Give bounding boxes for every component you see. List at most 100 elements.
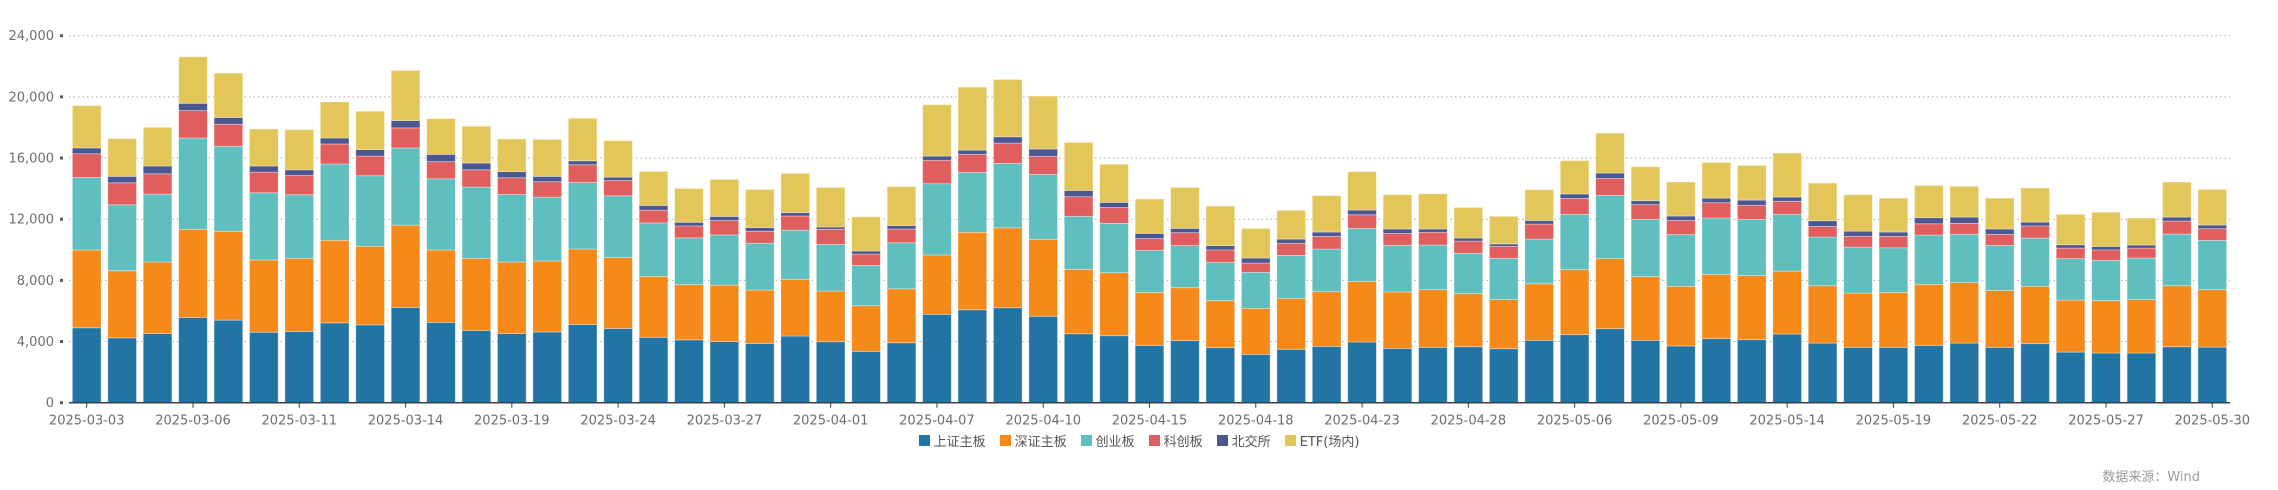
bar-stack[interactable] (1489, 215, 1519, 404)
bar-segment-4[interactable] (1382, 228, 1413, 234)
bar-segment-0[interactable] (957, 309, 988, 404)
bar-segment-0[interactable] (1276, 348, 1306, 404)
bar-segment-1[interactable] (1595, 258, 1625, 330)
bar-segment-4[interactable] (1701, 197, 1732, 204)
bar-segment-4[interactable] (284, 169, 315, 176)
bar-segment-4[interactable] (390, 120, 421, 129)
bar-segment-0[interactable] (1170, 340, 1200, 404)
bar-segment-0[interactable] (1382, 348, 1413, 404)
bar-stack[interactable] (1701, 162, 1732, 404)
bar-segment-2[interactable] (1736, 218, 1767, 277)
bar-segment-4[interactable] (674, 221, 704, 227)
bar-segment-0[interactable] (249, 331, 279, 404)
bar-segment-3[interactable] (1666, 220, 1696, 236)
bar-segment-5[interactable] (1524, 189, 1554, 221)
bar-segment-3[interactable] (355, 155, 385, 177)
bar-segment-5[interactable] (1382, 194, 1413, 230)
bar-segment-5[interactable] (1701, 162, 1732, 199)
bar-segment-5[interactable] (284, 129, 315, 171)
bar-segment-0[interactable] (2126, 352, 2157, 404)
bar-segment-4[interactable] (1878, 231, 1909, 237)
bar-stack[interactable] (603, 140, 633, 404)
bar-segment-5[interactable] (780, 172, 810, 214)
bar-segment-0[interactable] (1311, 346, 1342, 404)
bar-segment-0[interactable] (674, 339, 704, 404)
bar-segment-5[interactable] (815, 186, 846, 228)
bar-segment-5[interactable] (1736, 164, 1767, 201)
bar-segment-0[interactable] (1205, 347, 1236, 404)
bar-segment-0[interactable] (1453, 346, 1484, 404)
bar-segment-1[interactable] (426, 249, 456, 323)
bar-segment-4[interactable] (1063, 190, 1094, 198)
bar-segment-3[interactable] (2126, 247, 2157, 259)
bar-segment-1[interactable] (1418, 289, 1448, 348)
bar-segment-1[interactable] (1772, 270, 1802, 335)
bar-segment-4[interactable] (2162, 216, 2192, 222)
bar-segment-3[interactable] (1984, 233, 2015, 246)
bar-segment-4[interactable] (1595, 172, 1625, 179)
bar-stack[interactable] (1949, 185, 1980, 404)
bar-segment-1[interactable] (1382, 291, 1413, 349)
bar-segment-3[interactable] (1453, 240, 1484, 254)
legend-item-sz-main[interactable]: 深证主板 (999, 431, 1067, 450)
bar-segment-4[interactable] (1772, 196, 1802, 202)
bar-segment-0[interactable] (71, 327, 102, 404)
bar-segment-2[interactable] (1524, 238, 1554, 285)
bar-segment-5[interactable] (1276, 209, 1306, 240)
bar-segment-2[interactable] (1099, 222, 1129, 274)
bar-segment-3[interactable] (815, 228, 846, 245)
bar-stack[interactable] (709, 179, 740, 404)
bar-segment-4[interactable] (1736, 199, 1767, 206)
bar-segment-2[interactable] (1063, 215, 1094, 270)
bar-segment-0[interactable] (426, 322, 456, 404)
bar-segment-1[interactable] (815, 290, 846, 343)
bar-segment-2[interactable] (1559, 213, 1590, 271)
bar-segment-2[interactable] (1630, 218, 1661, 278)
bar-segment-0[interactable] (497, 333, 527, 404)
legend-item-etf[interactable]: ETF(场内) (1284, 431, 1359, 450)
bar-segment-3[interactable] (993, 142, 1023, 164)
bar-segment-3[interactable] (1914, 223, 1944, 236)
bar-segment-1[interactable] (745, 289, 775, 344)
bar-segment-0[interactable] (1949, 342, 1980, 404)
bar-segment-1[interactable] (1524, 283, 1554, 341)
bar-segment-4[interactable] (1807, 220, 1838, 227)
bar-segment-1[interactable] (1559, 269, 1590, 336)
bar-stack[interactable] (1311, 195, 1342, 404)
bar-segment-2[interactable] (603, 195, 633, 258)
bar-segment-3[interactable] (107, 182, 137, 206)
bar-segment-4[interactable] (709, 216, 740, 221)
bar-segment-4[interactable] (355, 149, 385, 157)
bar-segment-2[interactable] (532, 196, 563, 262)
bar-segment-5[interactable] (1241, 227, 1271, 259)
bar-segment-5[interactable] (922, 104, 952, 157)
bar-segment-3[interactable] (922, 159, 952, 185)
bar-segment-0[interactable] (1984, 346, 2015, 404)
bar-stack[interactable] (426, 118, 456, 404)
bar-segment-0[interactable] (2055, 351, 2086, 404)
bar-segment-0[interactable] (1701, 338, 1732, 404)
bar-segment-1[interactable] (532, 260, 563, 333)
bar-segment-0[interactable] (1418, 346, 1448, 404)
bar-segment-3[interactable] (1063, 196, 1094, 217)
bar-segment-2[interactable] (674, 237, 704, 286)
bar-segment-3[interactable] (249, 171, 279, 194)
bar-segment-3[interactable] (2091, 249, 2121, 261)
bar-segment-4[interactable] (1949, 216, 1980, 224)
bar-segment-3[interactable] (497, 177, 527, 195)
bar-segment-1[interactable] (1453, 293, 1484, 348)
bar-segment-0[interactable] (1772, 333, 1802, 404)
bar-segment-4[interactable] (1630, 200, 1661, 206)
bar-segment-2[interactable] (1311, 248, 1342, 293)
bar-segment-1[interactable] (142, 261, 173, 334)
bar-segment-3[interactable] (1099, 207, 1129, 224)
bar-segment-3[interactable] (1524, 223, 1554, 240)
bar-segment-4[interactable] (1843, 230, 1873, 237)
bar-stack[interactable] (1276, 209, 1306, 404)
bar-segment-5[interactable] (1878, 197, 1909, 233)
bar-segment-0[interactable] (780, 335, 810, 404)
bar-stack[interactable] (1772, 152, 1802, 404)
bar-segment-2[interactable] (1772, 213, 1802, 272)
bar-segment-1[interactable] (319, 239, 350, 324)
bar-segment-1[interactable] (851, 305, 881, 352)
